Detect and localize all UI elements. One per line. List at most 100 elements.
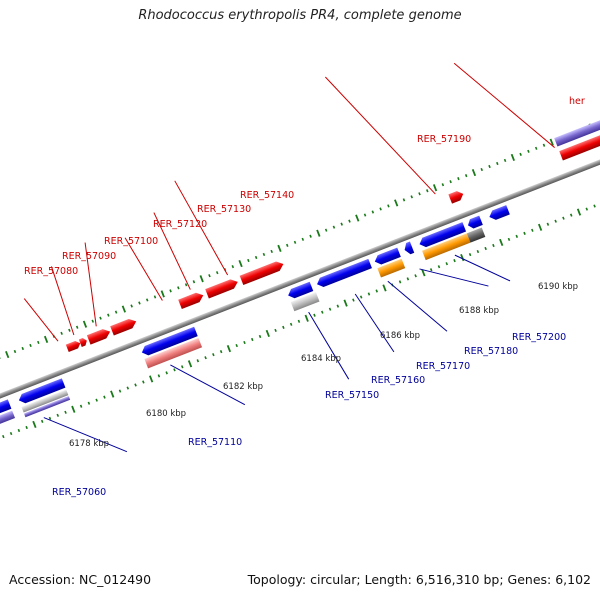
minor-tick <box>387 204 390 208</box>
minor-tick <box>445 262 449 266</box>
gene-bar-dark[interactable] <box>466 227 486 243</box>
gene-arrow-rev[interactable] <box>402 241 415 256</box>
minor-tick <box>289 322 293 326</box>
forward-tick-row <box>0 122 600 360</box>
major-tick <box>421 269 426 277</box>
major-tick <box>160 290 165 298</box>
minor-tick <box>208 274 211 278</box>
gene-arrow-rev[interactable] <box>466 215 483 230</box>
gene-label-RER_57110[interactable]: RER_57110 <box>188 437 242 448</box>
gene-label-her[interactable]: her <box>569 96 585 107</box>
minor-tick <box>169 289 172 293</box>
gene-arrow-fwd-her[interactable] <box>559 124 600 161</box>
minor-tick <box>496 161 499 166</box>
gene-label-RER_57090[interactable]: RER_57090 <box>62 251 116 262</box>
minor-tick <box>114 310 118 314</box>
minor-tick <box>410 195 413 199</box>
gene-label-RER_57170[interactable]: RER_57170 <box>416 361 470 372</box>
gene-bar-grey[interactable] <box>290 292 320 312</box>
minor-tick <box>177 286 180 290</box>
minor-tick <box>254 255 258 260</box>
minor-tick <box>371 210 375 214</box>
gene-label-RER_57060[interactable]: RER_57060 <box>52 487 106 498</box>
gene-label-RER_57120[interactable]: RER_57120 <box>153 219 207 230</box>
minor-tick <box>2 434 5 439</box>
gene-bar-grey[interactable] <box>21 389 69 413</box>
callout-line <box>23 298 59 342</box>
minor-tick <box>457 177 460 181</box>
minor-tick <box>468 252 472 257</box>
minor-tick <box>340 222 343 226</box>
major-tick <box>576 208 582 216</box>
callout-line <box>43 417 128 453</box>
minor-tick <box>126 386 130 390</box>
gene-arrow-rev[interactable] <box>488 205 510 222</box>
minor-tick <box>363 213 367 217</box>
gene-label-RER_57080[interactable]: RER_57080 <box>24 266 78 277</box>
forward-gene-labels: RER_57080 RER_57090 RER_57100 RER_57120 … <box>24 96 585 277</box>
minor-tick <box>375 289 378 293</box>
minor-tick <box>503 158 507 163</box>
gene-arrow-rev[interactable] <box>373 247 401 267</box>
gene-arrow-fwd[interactable] <box>178 291 205 310</box>
gene-label-RER_57190[interactable]: RER_57190 <box>417 134 471 145</box>
minor-tick <box>492 243 495 248</box>
major-tick <box>110 390 115 398</box>
minor-tick <box>569 213 573 217</box>
gene-arrow-fwd[interactable] <box>65 339 82 353</box>
scale-label: 6180 kbp <box>146 409 186 419</box>
minor-tick <box>68 328 71 332</box>
gene-bar-orange[interactable] <box>422 233 471 261</box>
gene-arrow-rev[interactable] <box>418 222 467 249</box>
gene-arrow-rev[interactable] <box>140 326 198 357</box>
minor-tick <box>219 350 223 354</box>
minor-tick <box>367 292 371 296</box>
gene-label-RER_57150[interactable]: RER_57150 <box>325 390 379 401</box>
minor-tick <box>95 398 98 402</box>
gene-label-RER_57180[interactable]: RER_57180 <box>464 346 518 357</box>
gene-arrow-fwd[interactable] <box>239 259 286 286</box>
gene-bar-purple[interactable] <box>554 109 600 147</box>
gene-arrow-fwd[interactable] <box>78 337 88 347</box>
minor-tick <box>270 249 273 254</box>
gene-arrow-rev[interactable] <box>315 258 372 289</box>
callout-line <box>84 242 97 327</box>
gene-arrow-rev[interactable] <box>286 281 314 300</box>
minor-tick <box>138 301 141 305</box>
minor-tick <box>60 331 63 335</box>
minor-tick <box>91 319 95 323</box>
gene-bar-lightred[interactable] <box>144 337 203 369</box>
scale-label: 6188 kbp <box>459 306 499 316</box>
minor-tick <box>332 225 336 229</box>
gene-label-RER_57160[interactable]: RER_57160 <box>371 375 425 386</box>
minor-tick <box>153 295 157 299</box>
minor-tick <box>285 243 289 247</box>
gene-bar-purple[interactable] <box>23 396 71 418</box>
gene-arrow-fwd[interactable] <box>448 189 465 204</box>
minor-tick <box>402 198 406 202</box>
gene-label-RER_57140[interactable]: RER_57140 <box>240 190 294 201</box>
minor-tick <box>480 167 483 172</box>
gene-arrow-fwd[interactable] <box>110 317 138 336</box>
major-tick <box>187 360 193 368</box>
gene-bar-orange[interactable] <box>377 258 406 278</box>
minor-tick <box>17 428 21 433</box>
minor-tick <box>165 371 168 375</box>
minor-tick <box>453 259 456 263</box>
gene-bar-purple[interactable] <box>0 410 16 428</box>
callout-line <box>419 268 489 287</box>
gene-arrow-rev[interactable] <box>17 378 66 405</box>
minor-tick <box>352 298 355 302</box>
gene-arrow-rev[interactable] <box>0 399 12 419</box>
gene-label-RER_57100[interactable]: RER_57100 <box>104 236 158 247</box>
gene-arrow-fwd[interactable] <box>86 327 112 345</box>
gene-label-RER_57200[interactable]: RER_57200 <box>512 332 566 343</box>
minor-tick <box>251 337 254 342</box>
gene-arrow-fwd[interactable] <box>205 277 239 299</box>
gene-label-RER_57130[interactable]: RER_57130 <box>197 204 251 215</box>
minor-tick <box>324 228 328 232</box>
major-tick <box>82 320 88 328</box>
minor-tick <box>301 237 305 241</box>
minor-tick <box>379 207 382 211</box>
